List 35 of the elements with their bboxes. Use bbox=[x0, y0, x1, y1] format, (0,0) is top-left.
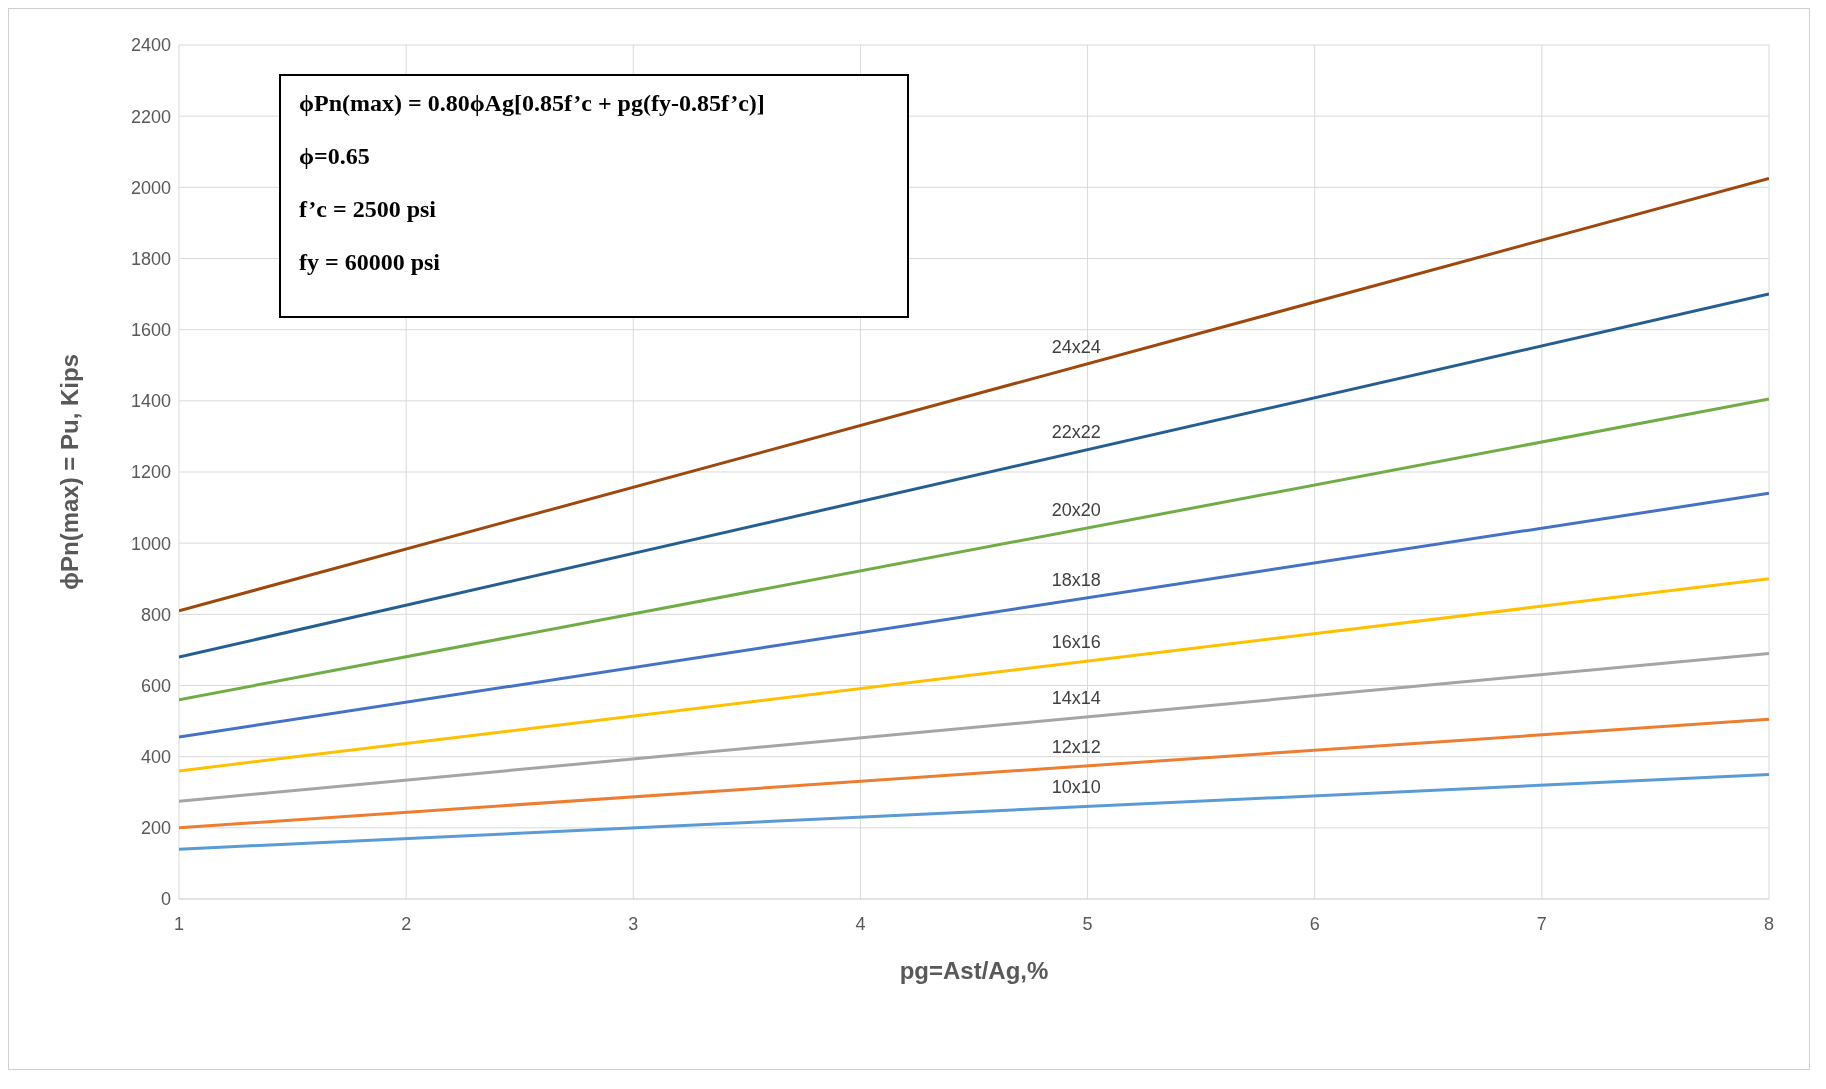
x-tick-label: 2 bbox=[401, 913, 412, 934]
y-tick-label: 600 bbox=[140, 675, 171, 696]
y-tick-label: 200 bbox=[140, 818, 171, 839]
series-label: 18x18 bbox=[1051, 569, 1101, 590]
y-tick-label: 400 bbox=[140, 747, 171, 768]
x-tick-label: 8 bbox=[1763, 913, 1775, 934]
y-tick-label: 800 bbox=[140, 604, 171, 625]
x-tick-label: 6 bbox=[1309, 913, 1320, 934]
series-label: 24x24 bbox=[1051, 336, 1101, 357]
x-tick-label: 1 bbox=[173, 913, 185, 934]
x-tick-label: 3 bbox=[628, 913, 639, 934]
y-tick-label: 2000 bbox=[130, 177, 171, 198]
y-tick-label: 2200 bbox=[130, 106, 171, 127]
y-axis-title: ϕPn(max) = Pu, Kips bbox=[55, 353, 83, 591]
series-label: 14x14 bbox=[1051, 687, 1101, 708]
y-tick-label: 1600 bbox=[130, 320, 171, 341]
y-tick-label: 2400 bbox=[130, 35, 171, 56]
series-label: 22x22 bbox=[1051, 422, 1101, 443]
x-axis-title: pg=Ast/Ag,% bbox=[899, 957, 1049, 984]
series-label: 16x16 bbox=[1051, 632, 1101, 653]
annotation: fy = 60000 psi bbox=[299, 249, 442, 276]
y-tick-label: 1000 bbox=[130, 533, 171, 554]
x-tick-label: 4 bbox=[855, 913, 866, 934]
series-label: 20x20 bbox=[1051, 500, 1101, 521]
y-tick-label: 1800 bbox=[130, 248, 171, 269]
x-tick-label: 5 bbox=[1082, 913, 1093, 934]
x-tick-label: 7 bbox=[1536, 913, 1547, 934]
annotation: ϕPn(max) = 0.80ϕAg[0.85f’c + pg(fy-0.85f’c)] bbox=[299, 90, 766, 117]
y-tick-label: 1200 bbox=[130, 462, 171, 483]
y-tick-label: 0 bbox=[160, 889, 171, 910]
series-label: 10x10 bbox=[1051, 777, 1101, 798]
y-tick-label: 1400 bbox=[130, 391, 171, 412]
annotation: ϕ=0.65 bbox=[299, 143, 371, 170]
annotation: f’c = 2500 psi bbox=[299, 196, 437, 223]
series-label: 12x12 bbox=[1051, 736, 1101, 757]
